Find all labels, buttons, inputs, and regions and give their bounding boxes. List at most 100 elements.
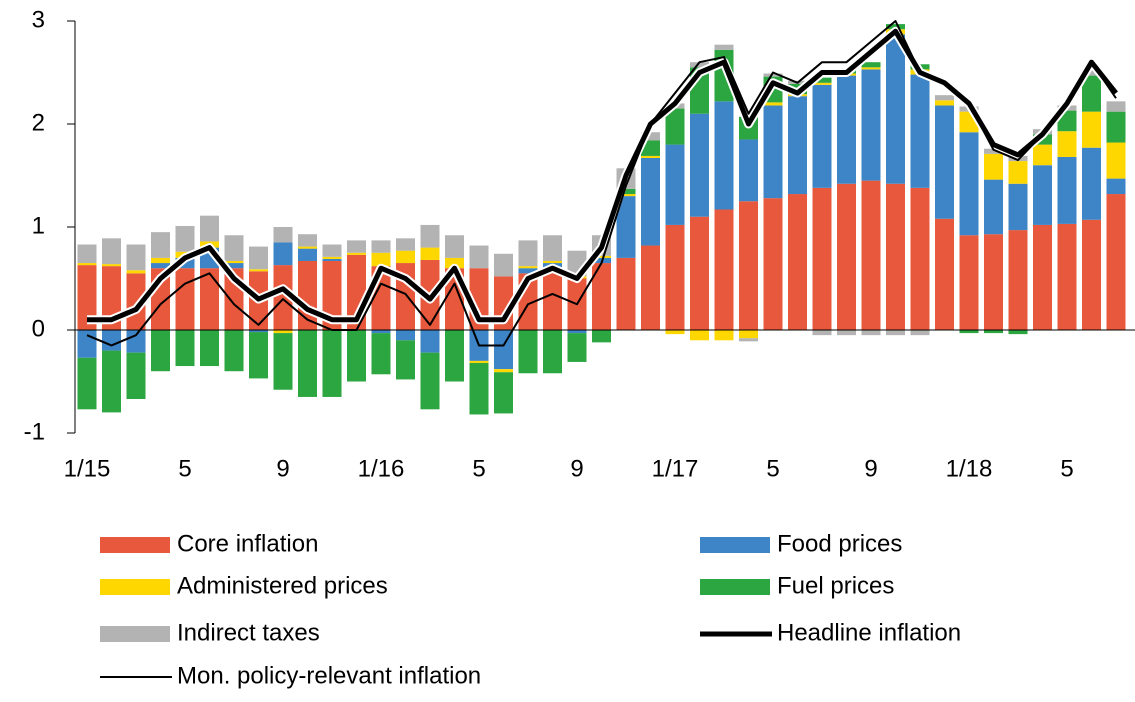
bar-segment <box>714 101 734 210</box>
bar-segment <box>1082 219 1101 330</box>
bar-segment <box>984 153 1003 180</box>
y-tick-label: 0 <box>32 315 45 342</box>
bar-segment <box>1106 142 1126 179</box>
bar-segment <box>224 263 244 269</box>
y-tick-label: -1 <box>24 418 45 445</box>
bar-segment <box>175 225 195 252</box>
bar-segment <box>494 253 513 277</box>
bar-segment <box>200 330 219 367</box>
legend-swatch <box>700 537 770 553</box>
bar-segment <box>739 201 758 330</box>
bar-segment <box>224 235 244 261</box>
bar-segment <box>469 245 489 269</box>
bar-segment <box>469 360 489 363</box>
bar-segment <box>1008 183 1028 231</box>
bar-segment <box>935 95 954 101</box>
bar-segment <box>371 240 391 253</box>
bar-segment <box>518 330 538 374</box>
bar-segment <box>102 238 121 265</box>
bar-segment <box>984 179 1003 235</box>
bar-segment <box>592 263 611 330</box>
y-tick-label: 2 <box>32 109 45 136</box>
legend-swatch <box>700 579 770 595</box>
bar-segment <box>543 260 562 264</box>
bar-segment <box>935 100 954 106</box>
bar-segment <box>861 330 881 336</box>
bar-segment <box>984 234 1003 330</box>
bar-segment <box>249 330 268 333</box>
bar-segment <box>347 252 366 255</box>
bar-segment <box>1082 147 1101 220</box>
bar-segment <box>837 183 856 330</box>
bar-segment <box>102 350 121 413</box>
x-tick-label: 1/16 <box>358 455 405 482</box>
bar-segment <box>543 273 562 330</box>
legend-swatch <box>100 579 170 595</box>
y-tick-label: 3 <box>32 6 45 33</box>
bar-segment <box>861 62 881 68</box>
bar-segment <box>935 218 954 330</box>
bar-segment <box>347 330 366 382</box>
bar-segment <box>224 260 244 264</box>
bar-segment <box>371 333 391 375</box>
bar-segment <box>641 132 660 141</box>
legend-label: Fuel prices <box>777 572 894 599</box>
bar-segment <box>739 338 758 342</box>
bar-segment <box>322 260 342 330</box>
bar-segment <box>126 270 146 274</box>
bar-segment <box>396 330 415 341</box>
bar-segment <box>77 244 97 264</box>
bar-segment <box>322 256 342 259</box>
bar-segment <box>420 330 440 353</box>
bar-segment <box>763 105 783 199</box>
bar-segment <box>959 235 979 330</box>
bar-segment <box>886 183 905 330</box>
x-tick-label: 9 <box>570 455 583 482</box>
bar-segment <box>371 330 391 334</box>
bar-segment <box>151 330 170 372</box>
bar-segment <box>518 268 538 274</box>
bar-segment <box>151 232 170 258</box>
bar-segment <box>445 235 464 258</box>
bar-segment <box>1082 111 1101 148</box>
bar-segment <box>1008 161 1028 184</box>
bar-segment <box>910 187 930 330</box>
bar-segment <box>126 330 146 353</box>
x-tick-label: 5 <box>1060 455 1073 482</box>
bar-segment <box>739 330 758 339</box>
bar-segment <box>714 330 734 341</box>
bar-segment <box>445 330 464 382</box>
bar-segment <box>1008 330 1028 335</box>
bar-segment <box>837 330 856 336</box>
bar-segment <box>494 369 513 373</box>
bar-segment <box>1008 230 1028 330</box>
bar-segment <box>1057 223 1077 330</box>
y-tick-label: 1 <box>32 212 45 239</box>
bar-segment <box>861 180 881 330</box>
bar-segment <box>273 333 293 390</box>
bar-segment <box>77 330 97 358</box>
bar-segment <box>616 188 636 195</box>
bar-segment <box>396 238 415 251</box>
bar-segment <box>322 330 342 397</box>
bar-segment <box>1082 70 1101 76</box>
bar-segment <box>812 77 832 83</box>
bar-segment <box>175 268 195 330</box>
bar-segment <box>298 234 317 247</box>
bar-segment <box>567 330 587 334</box>
bar-segment <box>347 240 366 253</box>
bar-segment <box>861 67 881 70</box>
x-tick-label: 5 <box>766 455 779 482</box>
bar-segment <box>788 96 807 195</box>
bar-segment <box>249 269 268 272</box>
bar-segment <box>984 330 1003 334</box>
bar-segment <box>518 266 538 269</box>
bar-segment <box>1106 111 1126 143</box>
bar-segment <box>249 246 268 270</box>
bar-segment <box>739 139 758 202</box>
bar-segment <box>1057 131 1077 157</box>
bar-segment <box>984 148 1003 154</box>
bar-segment <box>322 244 342 257</box>
bar-segment <box>616 196 636 258</box>
